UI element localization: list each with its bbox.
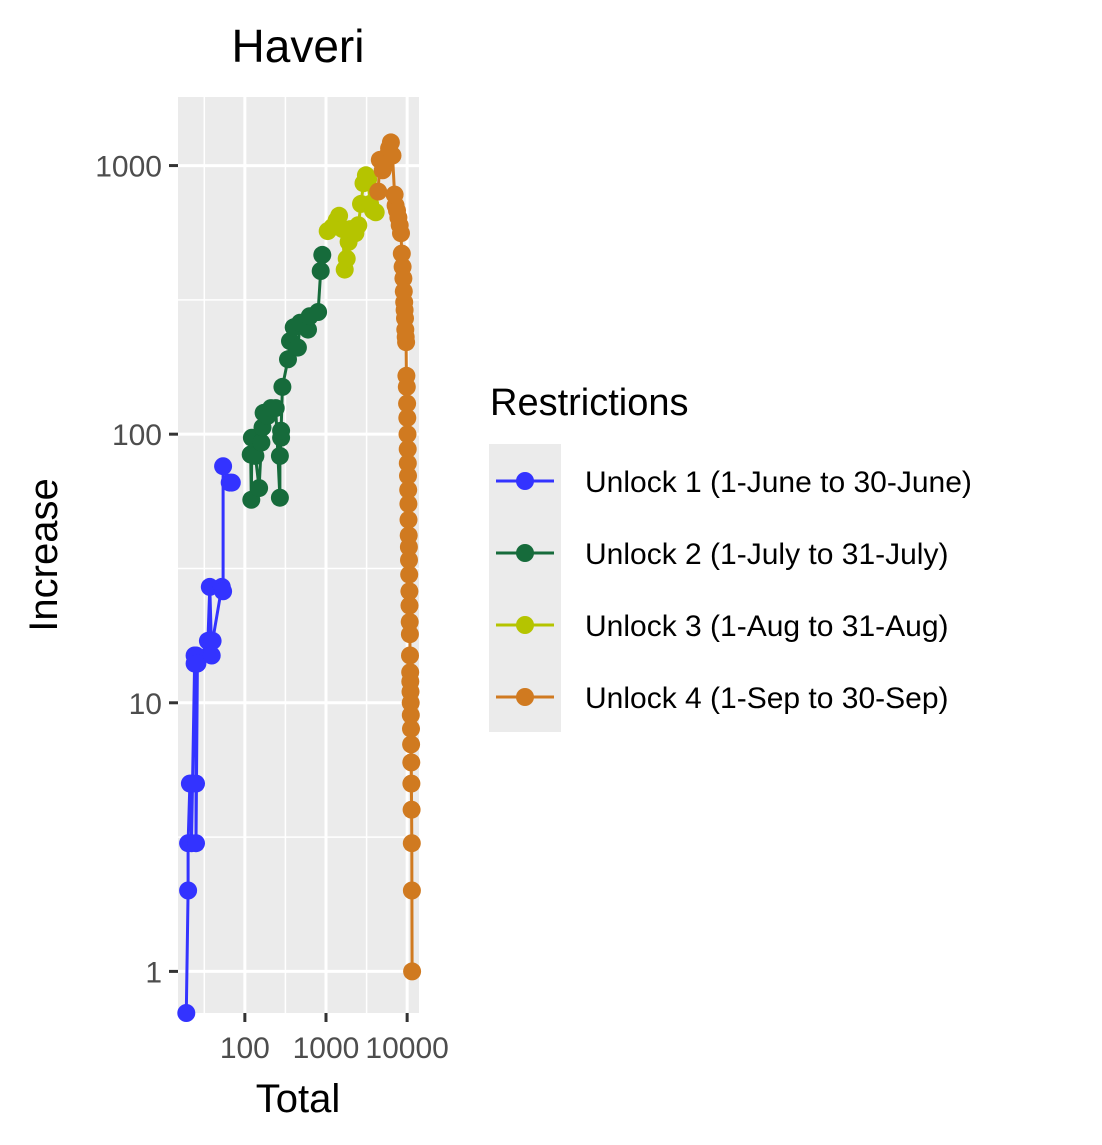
- legend-key-background: [489, 444, 561, 732]
- data-point: [392, 244, 411, 263]
- data-point: [270, 446, 289, 465]
- data-point: [402, 774, 421, 793]
- grid-minor-lines: [178, 97, 419, 1013]
- data-point: [402, 719, 420, 738]
- legend-key-point: [516, 616, 534, 634]
- data-point: [400, 582, 419, 601]
- data-point: [402, 881, 421, 900]
- data-point: [309, 303, 328, 321]
- data-point: [203, 631, 222, 650]
- data-point: [401, 706, 420, 725]
- data-point: [394, 269, 413, 288]
- legend-key-point: [516, 544, 534, 562]
- legend-key-point: [516, 472, 534, 490]
- data-point: [400, 551, 418, 569]
- series-layer: [177, 133, 422, 1022]
- data-point: [402, 834, 421, 853]
- data-point: [250, 479, 269, 498]
- plot-panel: [178, 97, 419, 1013]
- x-axis-title: Total: [256, 1077, 341, 1121]
- data-point: [383, 146, 402, 165]
- legend-key-point: [516, 688, 534, 706]
- data-point: [311, 262, 330, 280]
- data-point: [252, 433, 271, 452]
- data-point: [359, 170, 378, 189]
- legend-item: Unlock 1 (1-June to 30-June): [496, 466, 972, 499]
- data-point: [337, 249, 356, 268]
- data-point: [366, 203, 385, 222]
- data-point: [402, 735, 421, 754]
- data-point: [399, 494, 418, 513]
- series-1: [177, 457, 241, 1022]
- y-tick-label: 1000: [95, 151, 162, 184]
- x-tick-label: 10000: [365, 1032, 448, 1065]
- data-point: [273, 377, 292, 396]
- data-point: [397, 377, 416, 396]
- data-point: [179, 881, 198, 900]
- data-point: [188, 654, 207, 673]
- data-point: [398, 440, 417, 459]
- series-4: [369, 133, 422, 981]
- data-point: [401, 646, 419, 665]
- data-point: [400, 596, 419, 615]
- series-3: [318, 166, 385, 279]
- data-point: [399, 510, 418, 529]
- legend: Restrictions Unlock 1 (1-June to 30-June…: [489, 382, 972, 732]
- legend-label: Unlock 3 (1-Aug to 31-Aug): [585, 610, 949, 643]
- y-tick-label: 100: [112, 419, 162, 452]
- data-point: [214, 457, 233, 476]
- data-point: [369, 182, 388, 201]
- data-point: [214, 582, 233, 601]
- legend-items: Unlock 1 (1-June to 30-June) Unlock 2 (1-…: [496, 466, 972, 715]
- x-tick-label: 100: [220, 1032, 270, 1065]
- data-point: [381, 133, 400, 152]
- legend-label: Unlock 2 (1-July to 31-July): [585, 538, 948, 571]
- data-point: [398, 425, 417, 444]
- data-point: [402, 753, 421, 772]
- data-point: [398, 394, 417, 413]
- data-point: [272, 421, 291, 440]
- x-tick-label: 1000: [293, 1032, 360, 1065]
- chart-title: Haveri: [232, 20, 365, 72]
- data-point: [202, 646, 221, 665]
- data-point: [349, 216, 368, 235]
- legend-label: Unlock 4 (1-Sep to 30-Sep): [585, 682, 949, 715]
- data-point: [398, 454, 417, 473]
- data-point: [392, 224, 410, 243]
- data-point: [400, 565, 419, 584]
- data-point: [403, 962, 422, 981]
- data-point: [288, 338, 307, 357]
- data-point: [222, 473, 241, 492]
- y-axis-title: Increase: [22, 478, 66, 631]
- data-point: [399, 538, 418, 556]
- legend-item: Unlock 2 (1-July to 31-July): [496, 538, 948, 571]
- legend-item: Unlock 4 (1-Sep to 30-Sep): [496, 682, 949, 715]
- data-point: [266, 399, 285, 418]
- series-2: [241, 245, 332, 509]
- data-point: [313, 245, 332, 264]
- data-point: [397, 333, 416, 352]
- data-point: [177, 1004, 196, 1022]
- data-point: [399, 466, 417, 485]
- y-tick-label: 10: [129, 688, 162, 721]
- data-point: [398, 408, 417, 427]
- data-point: [402, 800, 421, 819]
- data-point: [270, 488, 289, 507]
- data-point: [399, 480, 418, 499]
- y-tick-label: 1: [145, 956, 162, 989]
- data-point: [187, 774, 205, 793]
- legend-label: Unlock 1 (1-June to 30-June): [585, 466, 972, 499]
- data-point: [299, 320, 317, 339]
- legend-title: Restrictions: [490, 382, 689, 424]
- data-point: [187, 834, 205, 853]
- data-point: [400, 625, 419, 644]
- legend-item: Unlock 3 (1-Aug to 31-Aug): [496, 610, 949, 643]
